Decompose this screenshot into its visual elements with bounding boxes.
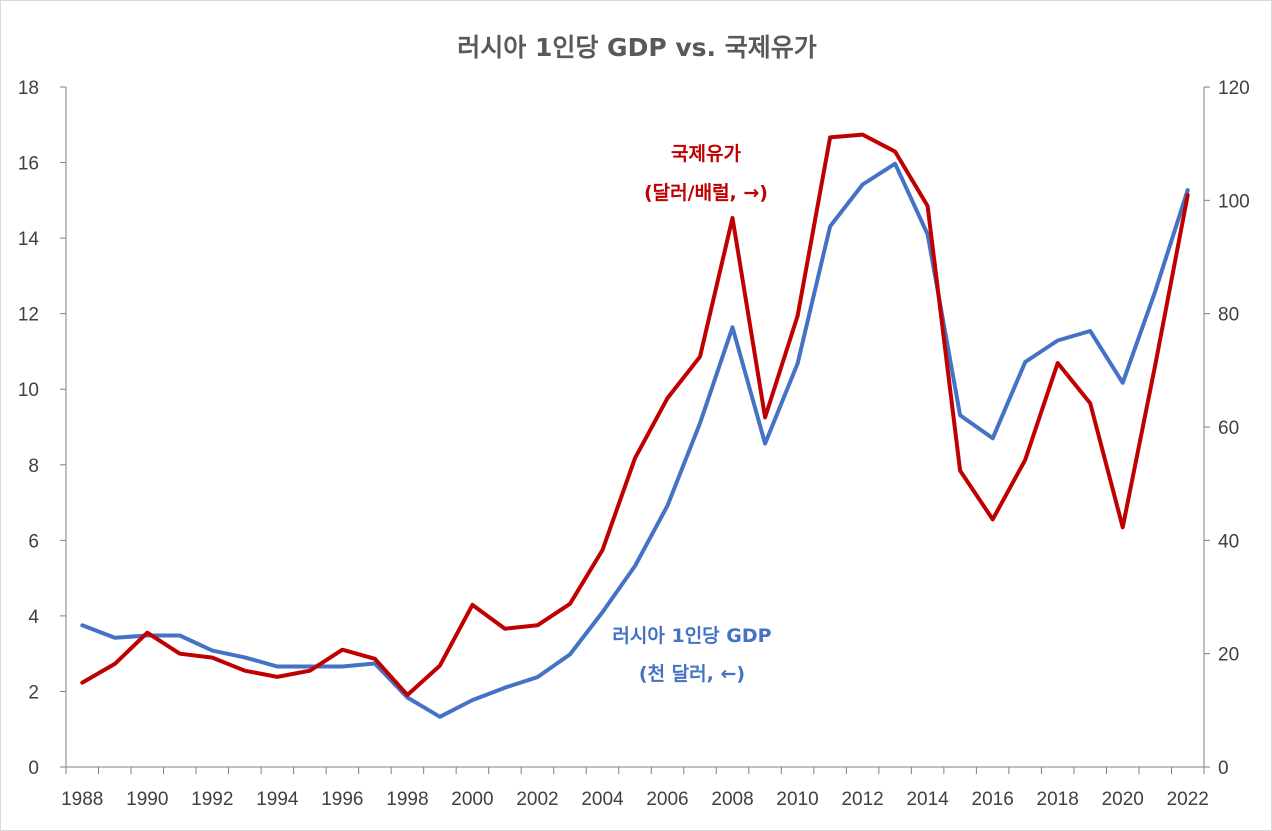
y-left-tick-label: 16 <box>18 154 39 175</box>
y-left-tick-label: 14 <box>18 229 40 250</box>
x-tick-label: 1992 <box>191 789 233 810</box>
x-tick-label: 2008 <box>711 789 753 810</box>
y-left-tick-label: 10 <box>18 380 39 401</box>
x-tick-label: 2004 <box>581 789 624 810</box>
x-tick-label: 2018 <box>1037 789 1079 810</box>
oil-series-line <box>80 132 1190 697</box>
x-tick-label: 1998 <box>386 789 428 810</box>
y-right-tick-label: 100 <box>1218 191 1250 212</box>
series-layer <box>80 132 1190 719</box>
x-tick-label: 2000 <box>451 789 493 810</box>
oil-series-label-line1: 국제유가 <box>671 143 741 165</box>
x-tick-label: 2002 <box>516 789 558 810</box>
y-left-tick-label: 2 <box>28 682 39 703</box>
x-tick-label: 2016 <box>972 789 1014 810</box>
oil-series-label-line2: (달러/배럴, →) <box>644 182 768 204</box>
gdp-series-label-line2: (천 달러, ←) <box>639 663 745 685</box>
x-tick-label: 1990 <box>126 789 168 810</box>
x-tick-label: 1996 <box>321 789 363 810</box>
x-tick-label: 2010 <box>776 789 818 810</box>
y-left-tick-label: 6 <box>28 531 39 552</box>
y-right-tick-label: 20 <box>1218 645 1239 666</box>
x-tick-label: 1988 <box>61 789 103 810</box>
x-tick-label: 1994 <box>256 789 299 810</box>
y-right-tick-label: 40 <box>1218 531 1239 552</box>
y-left-tick-label: 12 <box>18 305 39 326</box>
y-right-tick-label: 0 <box>1218 758 1229 779</box>
y-left-tick-label: 8 <box>28 456 39 477</box>
x-tick-label: 2020 <box>1102 789 1144 810</box>
x-tick-label: 2014 <box>906 789 949 810</box>
gdp-series-label-line1: 러시아 1인당 GDP <box>612 625 771 647</box>
x-tick-label: 2006 <box>646 789 688 810</box>
x-tick-label: 2022 <box>1167 789 1209 810</box>
x-tick-label: 2012 <box>841 789 883 810</box>
axes: 0 2 4 6 8 10 12 14 16 18 0 20 40 60 80 100 120 1988 1990 19… <box>18 78 1250 810</box>
gdp-series-line <box>80 161 1190 719</box>
y-right-tick-label: 120 <box>1218 78 1250 99</box>
y-left-tick-label: 18 <box>18 78 39 99</box>
y-right-tick-label: 80 <box>1218 305 1239 326</box>
y-left-tick-label: 4 <box>28 607 39 628</box>
y-left-tick-label: 0 <box>28 758 39 779</box>
chart-title: 러시아 1인당 GDP vs. 국제유가 <box>457 33 816 62</box>
y-right-tick-label: 60 <box>1218 418 1239 439</box>
